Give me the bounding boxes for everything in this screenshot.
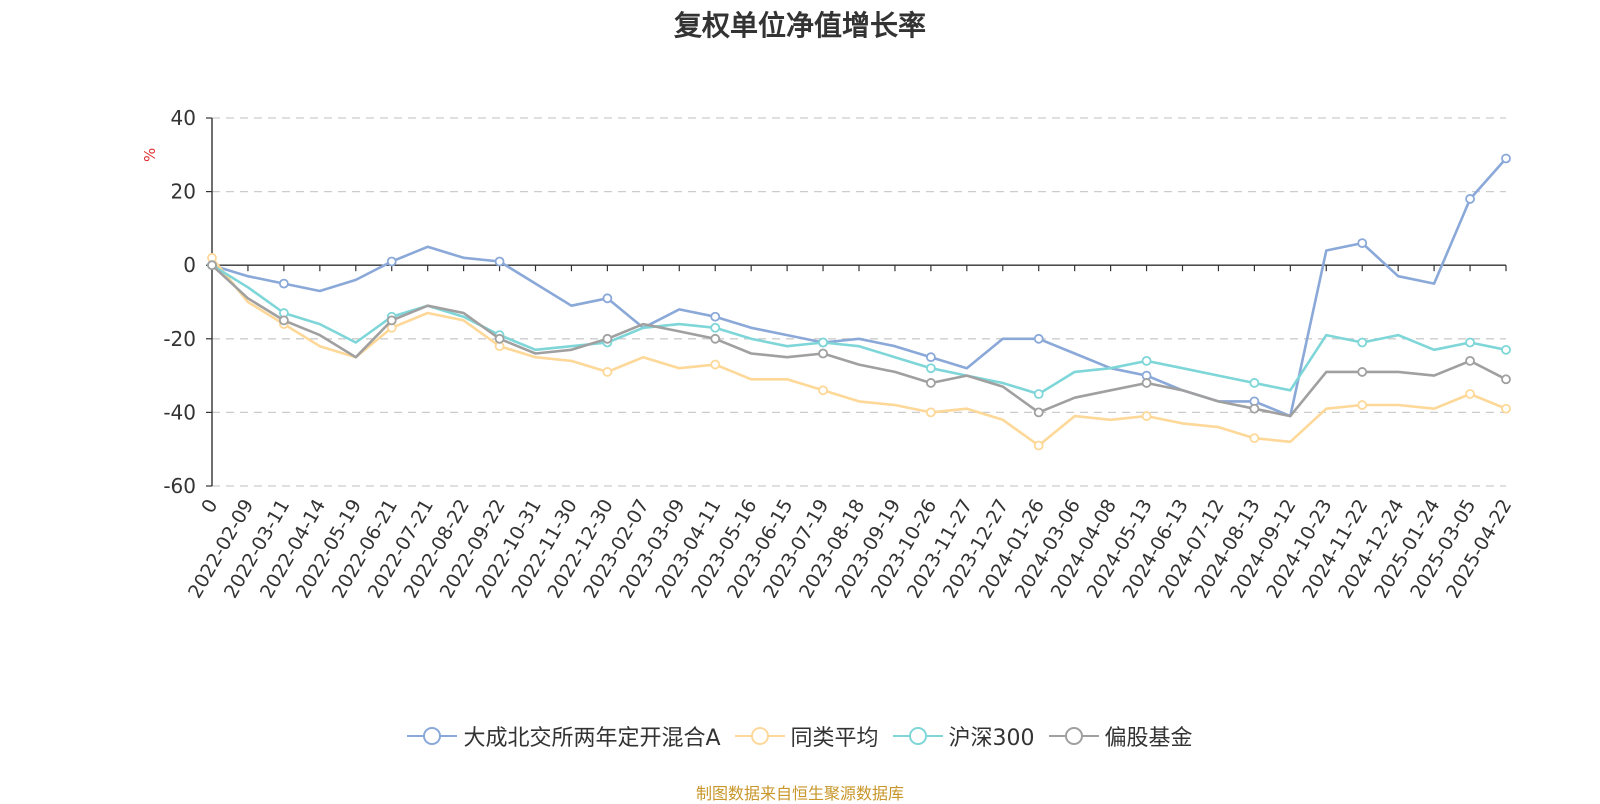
- data-point[interactable]: [710, 322, 721, 333]
- data-point[interactable]: [1501, 374, 1511, 385]
- data-point[interactable]: [925, 407, 936, 418]
- data-point[interactable]: [602, 333, 613, 344]
- x-tick-label: 0: [197, 496, 222, 517]
- data-point[interactable]: [1465, 355, 1475, 366]
- data-point[interactable]: [1357, 337, 1368, 348]
- legend-item-fund[interactable]: 大成北交所两年定开混合A: [407, 720, 721, 752]
- legend-csi300-marker-icon: [892, 727, 943, 745]
- data-point[interactable]: [1033, 407, 1044, 418]
- y-tick-label: -60: [163, 474, 196, 498]
- series-line-0: [211, 157, 1507, 418]
- y-axis-unit-label: %: [141, 148, 159, 162]
- series-line-1: [210, 256, 1507, 447]
- data-point[interactable]: [494, 333, 505, 344]
- legend-label-peer-average: 同类平均: [790, 726, 879, 751]
- data-point[interactable]: [818, 348, 828, 359]
- data-point[interactable]: [1357, 238, 1368, 249]
- y-tick-label: -40: [163, 400, 196, 424]
- legend-label-fund: 大成北交所两年定开混合A: [463, 726, 721, 751]
- grid-lines: [212, 117, 1506, 487]
- data-point[interactable]: [278, 315, 289, 326]
- legend-equity-fund-marker-icon: [1048, 727, 1099, 745]
- data-point[interactable]: [925, 352, 936, 363]
- series-line-2: [211, 264, 1507, 396]
- data-point[interactable]: [1501, 344, 1511, 355]
- chart-title: 复权单位净值增长率: [673, 9, 926, 42]
- data-point[interactable]: [1357, 400, 1368, 410]
- data-point[interactable]: [925, 363, 936, 374]
- source-note: 制图数据来自恒生聚源数据库: [695, 784, 904, 803]
- data-point[interactable]: [207, 260, 217, 271]
- legend: 大成北交所两年定开混合A 同类平均 沪深300 偏股基金: [0, 720, 1600, 752]
- data-point[interactable]: [1033, 440, 1044, 451]
- data-point[interactable]: [1141, 378, 1152, 388]
- series-line-3: [211, 264, 1507, 418]
- y-tick-label: 20: [171, 180, 196, 204]
- data-point[interactable]: [818, 385, 828, 396]
- data-point[interactable]: [1501, 153, 1511, 164]
- data-point[interactable]: [1465, 194, 1475, 204]
- line-chart: 40200-20-40-6002022-02-092022-03-112022-…: [141, 106, 1516, 602]
- data-point[interactable]: [710, 333, 721, 344]
- data-point[interactable]: [1465, 337, 1475, 348]
- data-point[interactable]: [1465, 389, 1475, 399]
- legend-label-csi300: 沪深300: [948, 726, 1035, 751]
- data-point[interactable]: [278, 278, 289, 289]
- y-tick-label: -20: [163, 327, 196, 351]
- legend-item-equity-fund[interactable]: 偏股基金: [1048, 720, 1193, 752]
- legend-peer-average-marker-icon: [734, 727, 785, 745]
- data-point[interactable]: [1141, 411, 1152, 421]
- legend-label-equity-fund: 偏股基金: [1104, 726, 1193, 751]
- legend-item-csi300[interactable]: 沪深300: [892, 720, 1035, 752]
- data-point[interactable]: [386, 315, 397, 326]
- data-point[interactable]: [818, 337, 828, 348]
- legend-fund-marker-icon: [407, 727, 458, 745]
- data-point[interactable]: [925, 378, 936, 388]
- data-point[interactable]: [1249, 433, 1260, 444]
- data-point[interactable]: [1249, 378, 1260, 388]
- data-point[interactable]: [1033, 389, 1044, 399]
- data-point[interactable]: [494, 256, 505, 267]
- data-point[interactable]: [602, 293, 613, 304]
- data-point[interactable]: [1357, 367, 1368, 377]
- data-point[interactable]: [710, 359, 721, 370]
- data-point[interactable]: [1141, 355, 1152, 366]
- data-point[interactable]: [602, 367, 613, 377]
- data-point[interactable]: [386, 256, 397, 267]
- legend-item-peer-average[interactable]: 同类平均: [734, 720, 879, 752]
- data-point[interactable]: [710, 311, 721, 322]
- data-point[interactable]: [1033, 333, 1044, 344]
- data-point[interactable]: [1501, 403, 1511, 414]
- series-lines: [207, 153, 1511, 451]
- y-tick-label: 0: [183, 253, 196, 277]
- y-tick-label: 40: [171, 106, 196, 130]
- data-point[interactable]: [1249, 403, 1260, 414]
